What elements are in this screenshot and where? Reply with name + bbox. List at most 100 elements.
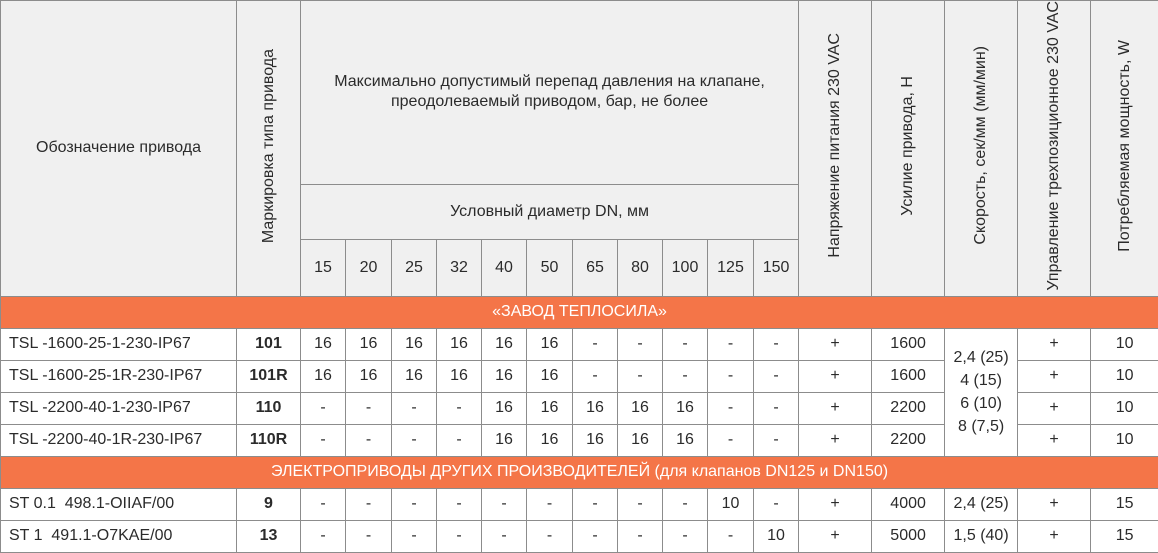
cell-value: - [573,360,618,392]
speed-value: 4 (15) [945,369,1017,392]
cell-value: - [437,488,482,520]
dn-value: 32 [437,239,482,296]
cell-value: 16 [527,328,573,360]
cell-value: - [392,488,437,520]
cell-voltage: + [799,392,872,424]
dn-value: 50 [527,239,573,296]
cell-value: - [618,360,663,392]
header-power: Потребляемая мощность, W [1091,1,1158,297]
cell-force: 1600 [872,328,945,360]
cell-speed-merged: 2,4 (25) 4 (15) 6 (10) 8 (7,5) [945,328,1018,456]
cell-value: 16 [346,360,392,392]
cell-value: 16 [618,392,663,424]
cell-value: - [708,424,754,456]
cell-marking: 101R [237,360,301,392]
cell-value: - [573,328,618,360]
dn-value: 150 [754,239,799,296]
cell-value: 16 [301,328,346,360]
cell-value: - [346,424,392,456]
cell-value: - [346,488,392,520]
cell-value: - [482,520,527,552]
cell-value: - [437,520,482,552]
cell-value: - [527,520,573,552]
cell-speed: 2,4 (25) [945,488,1018,520]
dn-value: 40 [482,239,527,296]
cell-value: - [301,424,346,456]
cell-marking: 110R [237,424,301,456]
cell-value: - [663,328,708,360]
cell-value: 16 [392,328,437,360]
cell-value: - [301,392,346,424]
cell-value: 10 [708,488,754,520]
cell-value: - [301,488,346,520]
cell-control: + [1018,328,1091,360]
cell-power: 10 [1091,424,1158,456]
cell-voltage: + [799,488,872,520]
header-designation: Обозначение привода [1,1,237,297]
cell-value: 16 [527,424,573,456]
cell-speed: 1,5 (40) [945,520,1018,552]
cell-value: - [708,360,754,392]
cell-value: 16 [663,392,708,424]
cell-value: - [708,520,754,552]
cell-value: - [346,520,392,552]
cell-value: - [392,392,437,424]
cell-value: - [663,360,708,392]
cell-value: - [618,520,663,552]
dn-value: 15 [301,239,346,296]
cell-designation: ST 0.1 498.1-OIIAF/00 [1,488,237,520]
cell-control: + [1018,488,1091,520]
cell-value: 16 [482,360,527,392]
header-marking: Маркировка типа привода [237,1,301,297]
cell-value: - [754,424,799,456]
header-force: Усилие привода, Н [872,1,945,297]
table-row: ST 0.1 498.1-OIIAF/00 9 - - - - - - - - … [1,488,1158,520]
cell-value: - [618,328,663,360]
dn-value: 20 [346,239,392,296]
cell-designation: TSL -1600-25-1-230-IP67 [1,328,237,360]
cell-power: 10 [1091,328,1158,360]
cell-voltage: + [799,424,872,456]
cell-value: 16 [482,392,527,424]
cell-value: 16 [527,360,573,392]
cell-marking: 13 [237,520,301,552]
header-speed: Скорость, сек/мм (мм/мин) [945,1,1018,297]
cell-value: - [573,488,618,520]
dn-value: 65 [573,239,618,296]
cell-designation: TSL -2200-40-1R-230-IP67 [1,424,237,456]
speed-value: 6 (10) [945,392,1017,415]
cell-value: - [754,328,799,360]
cell-value: - [754,488,799,520]
cell-power: 10 [1091,360,1158,392]
table-row: ST 1 491.1-O7KAE/00 13 - - - - - - - - -… [1,520,1158,552]
dn-value: 125 [708,239,754,296]
cell-value: - [754,360,799,392]
cell-power: 10 [1091,392,1158,424]
cell-value: - [346,392,392,424]
cell-value: 16 [482,424,527,456]
header-dn-label: Условный диаметр DN, мм [301,184,799,239]
cell-value: - [708,392,754,424]
cell-control: + [1018,392,1091,424]
cell-value: - [437,392,482,424]
cell-voltage: + [799,520,872,552]
dn-value: 25 [392,239,437,296]
cell-control: + [1018,360,1091,392]
dn-value: 100 [663,239,708,296]
cell-value: 16 [437,360,482,392]
speed-value: 8 (7,5) [945,415,1017,438]
section-title-other-manufacturers: ЭЛЕКТРОПРИВОДЫ ДРУГИХ ПРОИЗВОДИТЕЛЕЙ (дл… [1,456,1158,488]
section-title-teplosila: «ЗАВОД ТЕПЛОСИЛА» [1,296,1158,328]
cell-value: 16 [573,392,618,424]
cell-force: 2200 [872,424,945,456]
cell-value: - [437,424,482,456]
cell-force: 5000 [872,520,945,552]
cell-force: 1600 [872,360,945,392]
cell-force: 2200 [872,392,945,424]
cell-marking: 9 [237,488,301,520]
cell-value: 16 [392,360,437,392]
cell-value: 16 [437,328,482,360]
cell-control: + [1018,424,1091,456]
cell-value: 16 [663,424,708,456]
